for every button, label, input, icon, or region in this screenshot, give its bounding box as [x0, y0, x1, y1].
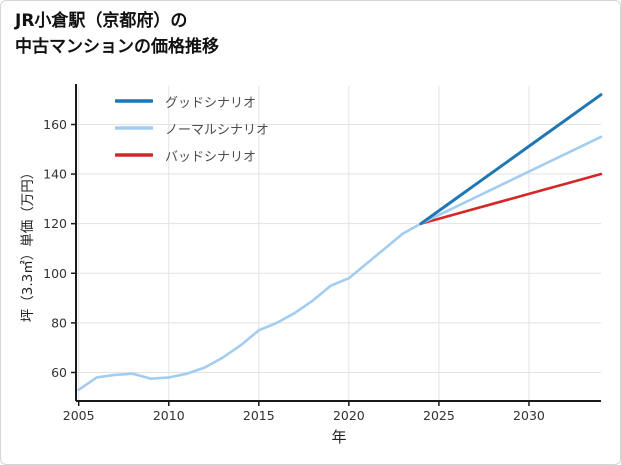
x-tick-label: 2030	[513, 408, 545, 423]
series-line-グッドシナリオ	[419, 93, 603, 226]
y-tick-label: 100	[43, 266, 67, 281]
legend-label-normal: ノーマルシナリオ	[165, 122, 270, 138]
y-tick-label: 80	[51, 315, 67, 330]
legend-swatch-good-icon	[115, 99, 153, 103]
x-tick-label: 2020	[333, 408, 365, 423]
y-tick-label: 60	[51, 365, 67, 380]
legend-item-good: グッドシナリオ	[115, 92, 269, 111]
page-title-line1: JR小倉駅（京都府）の	[15, 11, 188, 31]
legend-item-normal: ノーマルシナリオ	[115, 119, 270, 138]
x-tick-label: 2025	[423, 408, 455, 423]
y-tick-label: 120	[43, 216, 67, 231]
x-axis-label: 年	[331, 428, 347, 446]
series-line-バッドシナリオ	[419, 172, 603, 225]
page-title-line2: 中古マンションの価格推移	[15, 36, 219, 57]
legend-label-bad: バッドシナリオ	[165, 149, 257, 165]
x-tick-label: 2015	[243, 408, 275, 423]
y-axis-label: 坪（3.3㎡）単価（万円）	[20, 165, 36, 323]
legend-item-bad: バッドシナリオ	[115, 146, 269, 165]
legend-swatch-normal-icon	[115, 126, 153, 130]
x-tick-label: 2005	[63, 408, 95, 423]
y-tick-label: 160	[43, 117, 67, 132]
legend-swatch-bad-icon	[115, 153, 153, 157]
x-tick-label: 2010	[153, 408, 185, 423]
y-tick-label: 140	[43, 167, 67, 182]
series-line-ノーマルシナリオ	[77, 135, 603, 392]
legend: グッドシナリオ ノーマルシナリオ バッドシナリオ	[115, 92, 270, 165]
legend-label-good: グッドシナリオ	[165, 95, 257, 111]
page-title: JR小倉駅（京都府）の 中古マンションの価格推移	[15, 9, 219, 60]
